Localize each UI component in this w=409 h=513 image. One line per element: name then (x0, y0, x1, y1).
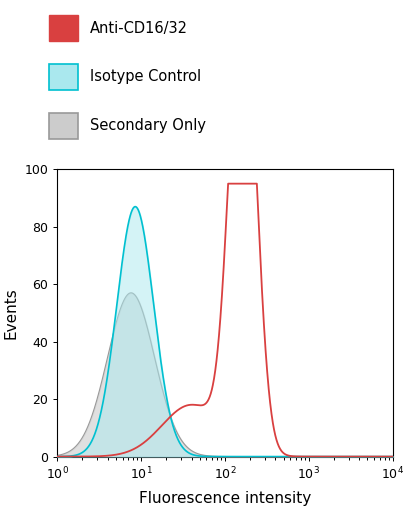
Text: Isotype Control: Isotype Control (90, 69, 201, 85)
X-axis label: Fluorescence intensity: Fluorescence intensity (139, 490, 311, 505)
Text: Secondary Only: Secondary Only (90, 118, 206, 133)
Y-axis label: Events: Events (4, 287, 19, 339)
Text: Anti-CD16/32: Anti-CD16/32 (90, 21, 188, 36)
